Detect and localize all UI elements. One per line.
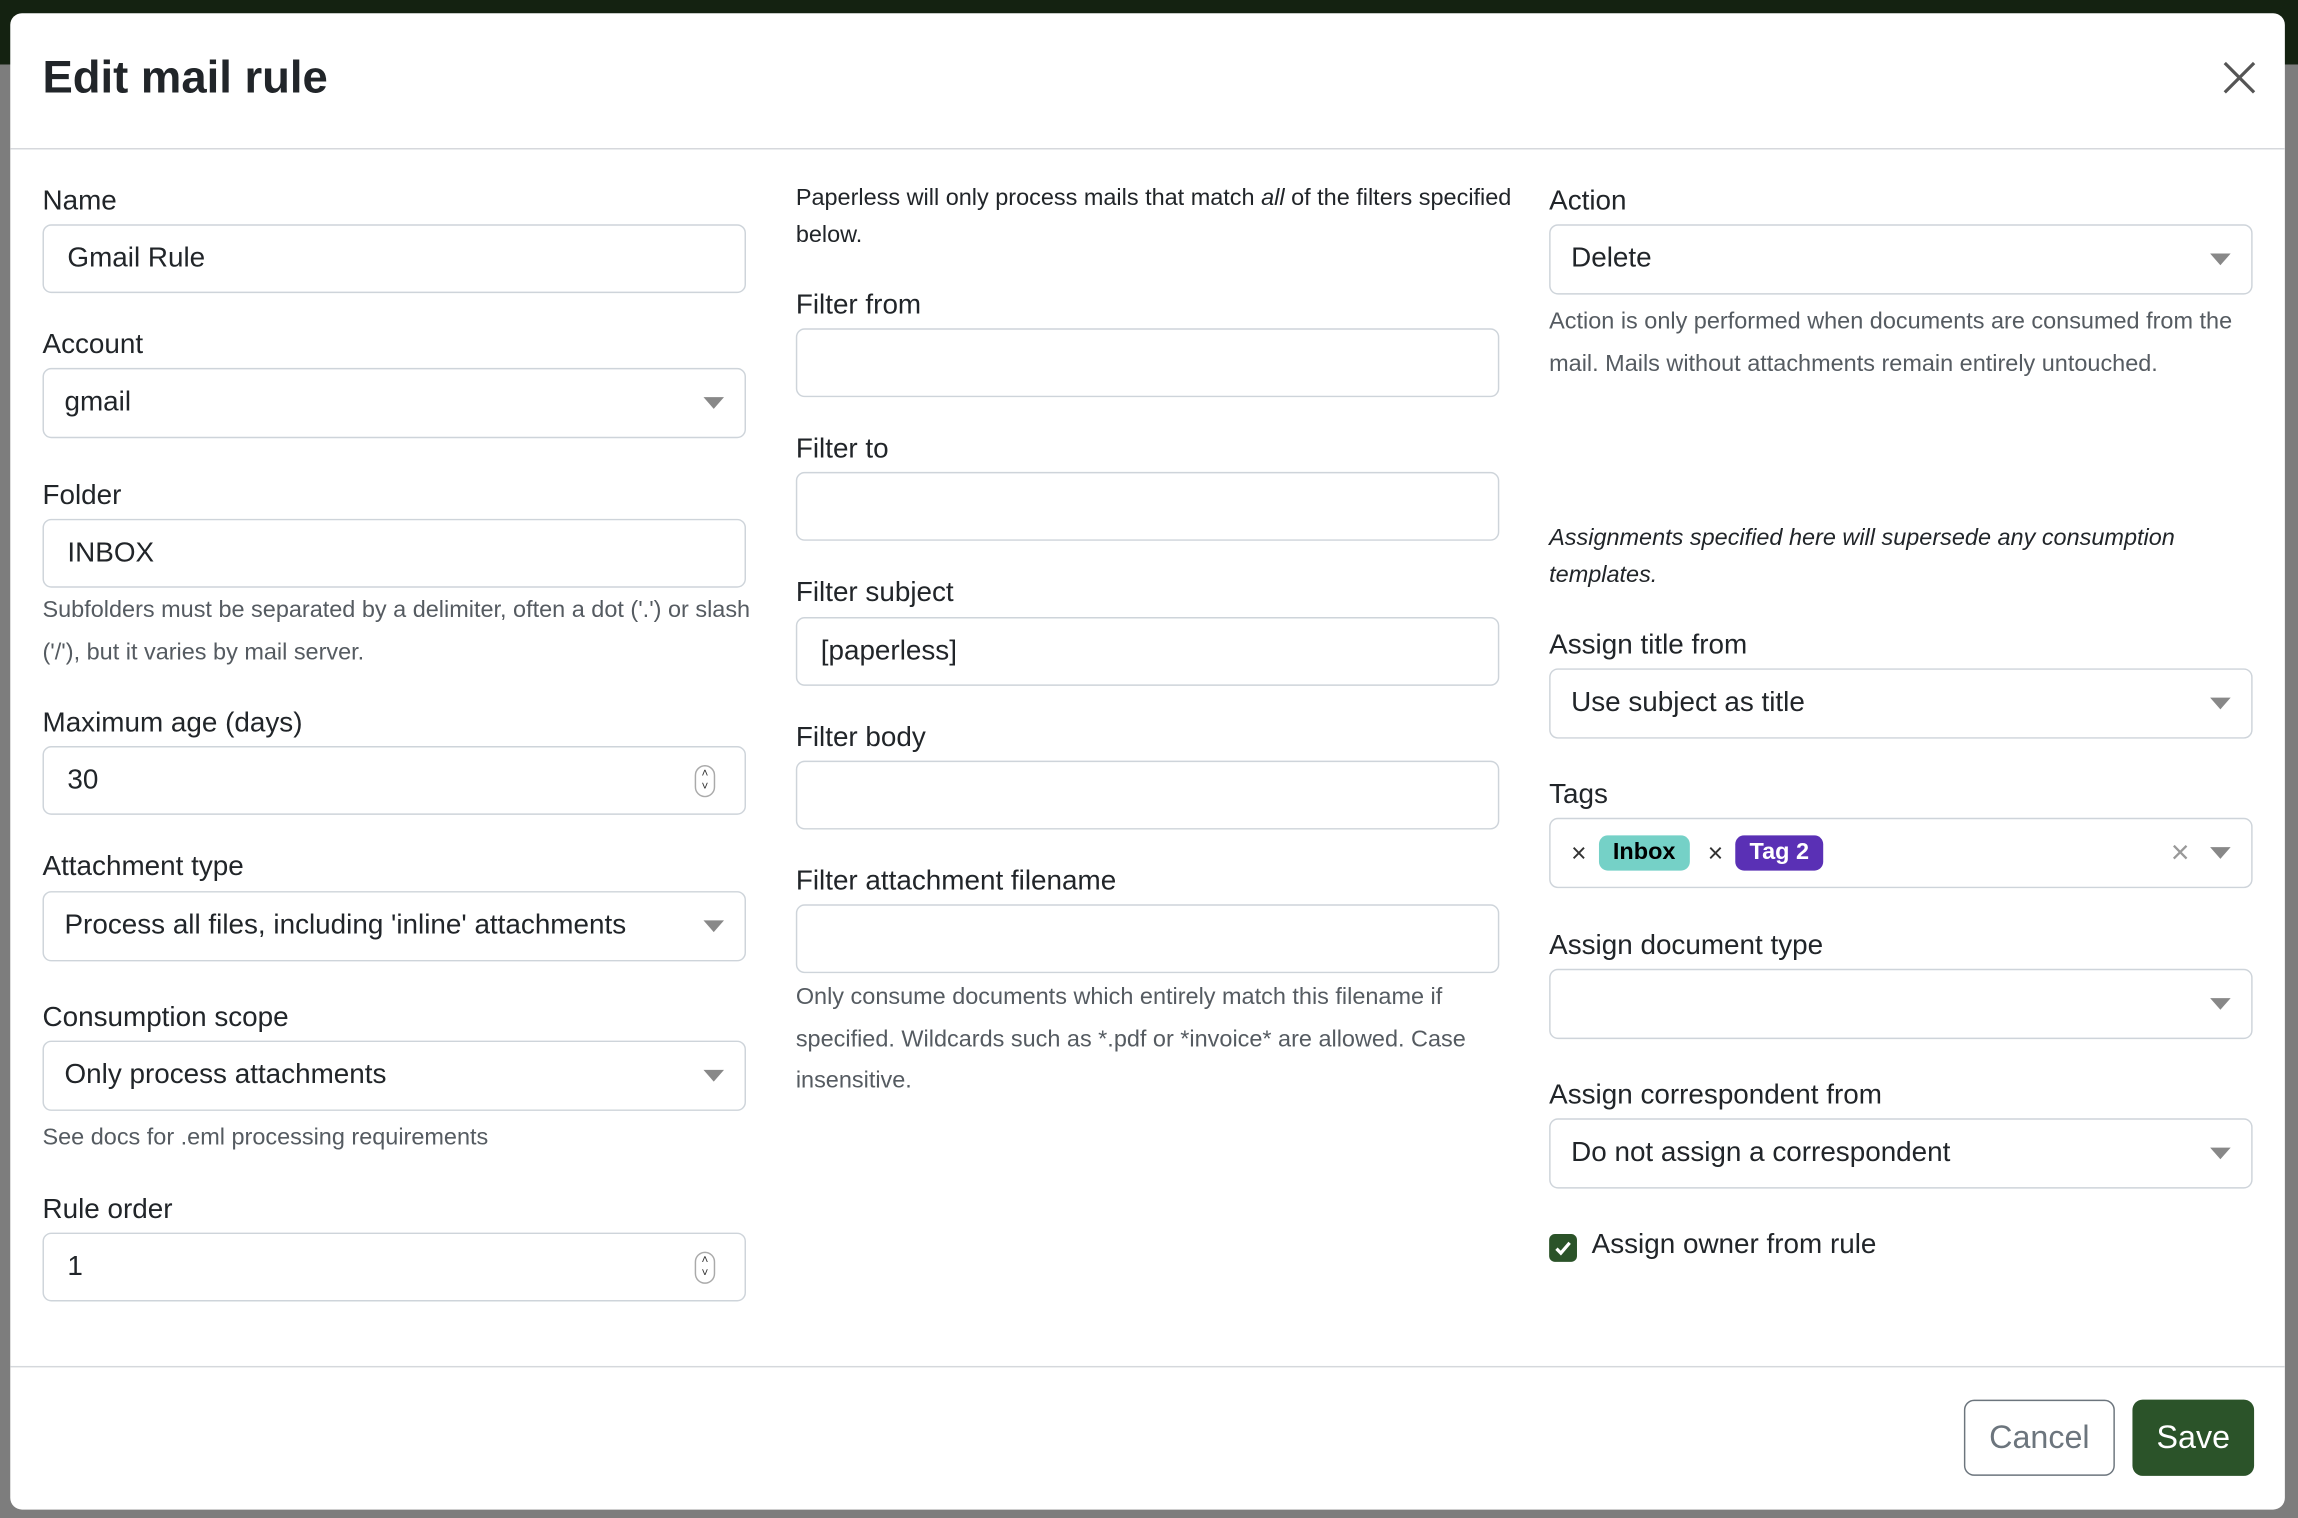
owner-checkbox[interactable] [1549,1234,1577,1262]
correspondent-label: Assign correspondent from [1549,1080,1882,1111]
assign-title-label: Assign title from [1549,630,1748,661]
header-divider [10,148,2285,150]
filter-attachment-help: Only consume documents which entirely ma… [795,984,1466,1094]
max-age-input[interactable]: 30 ˄ ˅ [42,745,746,815]
spinner-icon[interactable]: ˄ ˅ [694,765,716,798]
attachment-type-label: Attachment type [42,851,244,883]
spinner-icon[interactable]: ˄ ˅ [694,1251,716,1284]
footer-divider [10,1365,2285,1368]
edit-mail-rule-dialog: Edit mail rule Name Gmail Rule Account g… [10,13,2285,1510]
doc-type-label: Assign document type [1549,930,1824,962]
dialog-title: Edit mail rule [42,51,328,103]
doc-type-select[interactable] [1549,968,2253,1040]
name-label: Name [42,186,117,217]
folder-input[interactable]: INBOX [42,518,746,588]
chevron-down-icon [703,397,725,409]
consumption-scope-select[interactable]: Only process attachments [42,1040,746,1111]
clear-all-icon[interactable]: × [2170,833,2190,871]
filter-to-input[interactable] [795,471,1500,541]
cancel-button[interactable]: Cancel [1963,1399,2115,1476]
filter-subject-value: [paperless] [820,635,957,667]
owner-label[interactable]: Assign owner from rule [1591,1229,1877,1261]
assign-note: Assignments specified here will supersed… [1549,526,2175,587]
tag-badge-inbox: Inbox [1598,835,1691,871]
filter-from-input[interactable] [795,328,1500,398]
filter-subject-label: Filter subject [795,577,954,609]
account-value: gmail [64,386,132,418]
action-select[interactable]: Delete [1549,224,2253,295]
assign-title-value: Use subject as title [1571,687,1805,719]
rule-order-input[interactable]: 1 ˄ ˅ [42,1232,746,1302]
consumption-scope-help: See docs for .eml processing requirement… [42,1125,489,1151]
check-icon [1555,1241,1571,1256]
chevron-down-icon [2210,697,2231,710]
filter-to-label: Filter to [795,433,889,465]
attachment-type-value: Process all files, including 'inline' at… [64,910,627,941]
action-label: Action [1549,186,1627,217]
action-value: Delete [1571,243,1652,275]
correspondent-value: Do not assign a correspondent [1571,1137,1951,1169]
folder-label: Folder [42,480,122,512]
filters-intro: Paperless will only process mails that m… [796,182,1514,254]
tags-select[interactable]: × Inbox × Tag 2 × [1549,817,2253,889]
name-input[interactable]: Gmail Rule [42,224,746,294]
tag-badge-tag-2: Tag 2 [1734,835,1824,871]
account-label: Account [42,329,144,361]
chevron-down-icon [703,1069,725,1082]
close-icon[interactable] [2219,57,2260,98]
remove-tag-icon[interactable]: × [1707,837,1724,867]
action-help: Action is only performed when documents … [1549,309,2233,376]
filter-attachment-label: Filter attachment filename [795,866,1117,897]
chevron-down-icon [2210,847,2231,859]
filter-body-label: Filter body [795,722,926,754]
chevron-down-icon [2210,1147,2231,1160]
correspondent-select[interactable]: Do not assign a correspondent [1549,1118,2253,1189]
folder-value: INBOX [67,537,155,568]
filter-from-label: Filter from [795,290,922,321]
consumption-scope-label: Consumption scope [42,1002,289,1034]
attachment-type-select[interactable]: Process all files, including 'inline' at… [42,891,746,962]
folder-help: Subfolders must be separated by a delimi… [42,597,751,665]
chevron-down-icon [703,920,725,933]
tags-label: Tags [1549,779,1608,811]
account-select[interactable]: gmail [42,367,746,439]
intro-emphasis: all [1261,186,1285,212]
consumption-scope-value: Only process attachments [64,1059,387,1091]
save-button[interactable]: Save [2132,1399,2255,1476]
filter-attachment-input[interactable] [795,904,1500,974]
remove-tag-icon[interactable]: × [1571,837,1587,867]
filter-body-input[interactable] [795,760,1500,830]
chevron-down-icon [2210,253,2231,266]
intro-text: Paperless will only process mails that m… [795,186,1262,212]
assign-title-select[interactable]: Use subject as title [1549,668,2253,739]
chevron-down-icon [2210,998,2231,1010]
intro-text-end: of the filters specified below. [795,186,1512,247]
max-age-label: Maximum age (days) [42,707,303,739]
max-age-value: 30 [67,764,99,796]
name-value: Gmail Rule [67,242,206,274]
rule-order-label: Rule order [42,1194,173,1226]
rule-order-value: 1 [67,1250,83,1282]
filter-subject-input[interactable]: [paperless] [795,617,1500,686]
